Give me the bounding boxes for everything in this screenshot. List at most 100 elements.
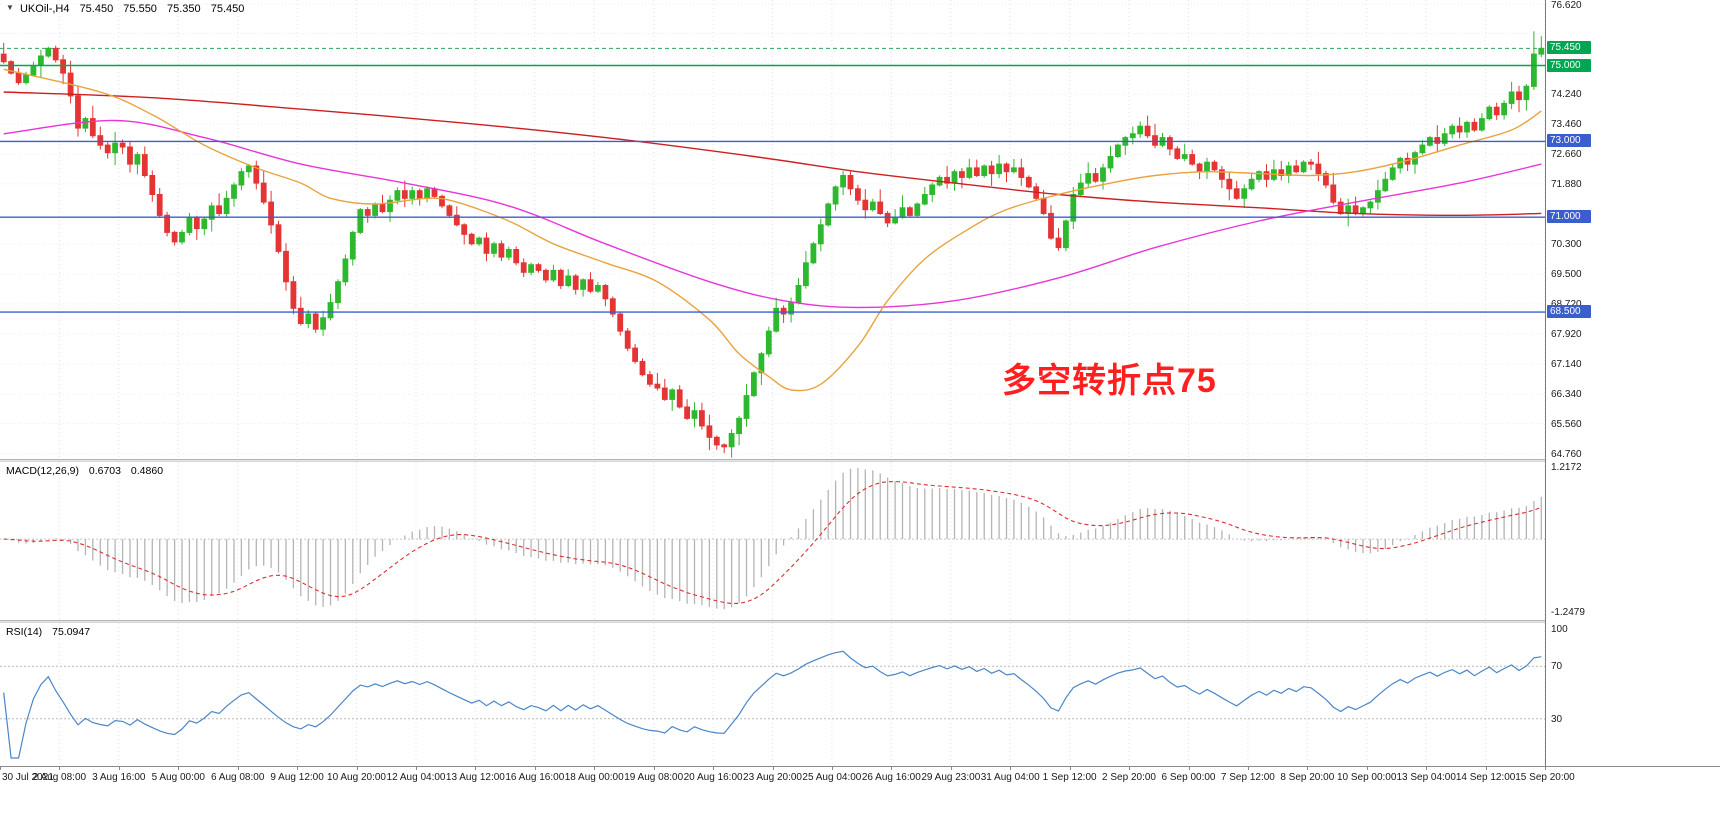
time-axis-label: 5 Aug 00:00 xyxy=(151,772,205,783)
candle xyxy=(1382,178,1389,192)
macd-indicator-pane[interactable] xyxy=(0,462,1545,620)
price-axis-label: 68.720 xyxy=(1551,299,1582,310)
time-axis-tick xyxy=(416,767,417,770)
expander-icon[interactable]: ▼ xyxy=(6,3,14,12)
main-price-chart[interactable] xyxy=(0,0,1545,459)
candle xyxy=(929,184,936,195)
ohlc-open: 75.450 xyxy=(79,3,114,15)
candle xyxy=(424,188,431,199)
candle xyxy=(1174,148,1181,159)
price-axis-label: 71.880 xyxy=(1551,178,1582,190)
time-axis-label: 18 Aug 00:00 xyxy=(564,772,624,783)
candle xyxy=(713,436,720,446)
candle xyxy=(164,214,170,233)
time-axis-tick xyxy=(1188,767,1190,770)
candle xyxy=(253,165,260,184)
candle xyxy=(342,258,349,283)
candle xyxy=(60,59,67,74)
candle xyxy=(268,201,275,226)
time-axis-tick xyxy=(1426,767,1428,770)
candle xyxy=(141,154,148,177)
candle xyxy=(1523,85,1530,101)
candle xyxy=(372,203,379,216)
rsi-indicator-pane[interactable] xyxy=(0,623,1545,766)
candle xyxy=(907,207,913,216)
time-axis[interactable]: 30 Jul 2021 2 Aug 08:00 3 Aug 16:00 5 Aug 0… xyxy=(0,766,1720,836)
candle xyxy=(817,224,824,245)
candle xyxy=(1508,91,1515,104)
time-axis-tick xyxy=(594,767,596,770)
candle xyxy=(513,249,520,264)
candle xyxy=(617,313,624,332)
candle xyxy=(8,61,14,74)
candle xyxy=(892,216,899,224)
candle xyxy=(149,175,156,195)
candle xyxy=(706,425,713,438)
price-axis-label: 74.240 xyxy=(1551,89,1582,101)
time-axis-label: 16 Aug 16:00 xyxy=(505,772,565,783)
price-level-badge: 68.500 xyxy=(1547,305,1591,319)
time-axis-label: 29 Aug 23:00 xyxy=(921,772,981,783)
candle xyxy=(1092,173,1099,182)
time-axis-tick xyxy=(831,767,833,770)
candle xyxy=(1181,154,1188,159)
candle xyxy=(624,330,631,349)
candle xyxy=(973,167,980,176)
time-axis-tick xyxy=(713,767,715,770)
time-axis-tick xyxy=(1247,767,1249,770)
candle xyxy=(669,389,676,400)
candle xyxy=(1293,165,1300,173)
candle xyxy=(1300,161,1307,173)
candles-group xyxy=(0,47,1545,448)
candle xyxy=(312,313,319,330)
pane-separator[interactable] xyxy=(0,459,1720,462)
candle xyxy=(691,410,698,419)
candle xyxy=(855,188,861,201)
candle xyxy=(840,175,847,188)
time-axis-label: 23 Aug 20:00 xyxy=(743,772,802,783)
candle xyxy=(869,201,876,211)
candle xyxy=(1285,165,1292,176)
candle xyxy=(97,135,104,146)
candle xyxy=(1486,106,1493,120)
candle xyxy=(595,285,601,292)
candle xyxy=(1464,121,1470,133)
candle xyxy=(335,281,341,304)
candle xyxy=(557,269,564,287)
candle xyxy=(773,307,780,332)
price-level-badge: 71.000 xyxy=(1547,210,1591,224)
price-axis-label: 76.620 xyxy=(1551,0,1582,11)
candle xyxy=(216,205,222,214)
time-axis-tick xyxy=(950,767,952,770)
candle xyxy=(1167,137,1173,150)
candle xyxy=(1375,190,1381,203)
price-axis-label: 67.920 xyxy=(1551,329,1582,341)
candle xyxy=(89,118,96,137)
time-axis-label: 30 Jul 2021 xyxy=(2,772,54,783)
pane-separator[interactable] xyxy=(0,620,1720,623)
candle xyxy=(520,262,527,273)
time-axis-label: 1 Sep 12:00 xyxy=(1042,772,1097,783)
candle xyxy=(223,197,230,215)
candle xyxy=(1219,169,1225,180)
candle xyxy=(944,176,951,184)
time-axis-label: 25 Aug 04:00 xyxy=(802,772,862,783)
candle xyxy=(1241,188,1248,199)
price-level-badge: 73.000 xyxy=(1547,134,1591,148)
time-axis-label: 3 Aug 16:00 xyxy=(92,772,146,783)
candle xyxy=(1367,201,1374,209)
price-axis-label: 65.560 xyxy=(1551,418,1582,430)
candle xyxy=(1323,173,1329,186)
candle xyxy=(1434,137,1441,144)
candle xyxy=(1256,171,1262,180)
candle xyxy=(699,410,705,427)
candle xyxy=(528,264,535,273)
candle xyxy=(728,433,735,448)
price-axis-label: 70.300 xyxy=(1551,238,1582,250)
chart-annotation[interactable]: 多空转折点75 xyxy=(1002,362,1217,400)
time-axis-label: 6 Aug 08:00 xyxy=(210,772,265,783)
price-axis[interactable]: 76.620 74.240 73.460 72.660 71.880 70.300 69.5… xyxy=(1545,0,1720,766)
time-axis-label: 6 Sep 00:00 xyxy=(1161,772,1216,783)
time-axis-tick xyxy=(891,767,893,770)
candle xyxy=(810,243,817,264)
